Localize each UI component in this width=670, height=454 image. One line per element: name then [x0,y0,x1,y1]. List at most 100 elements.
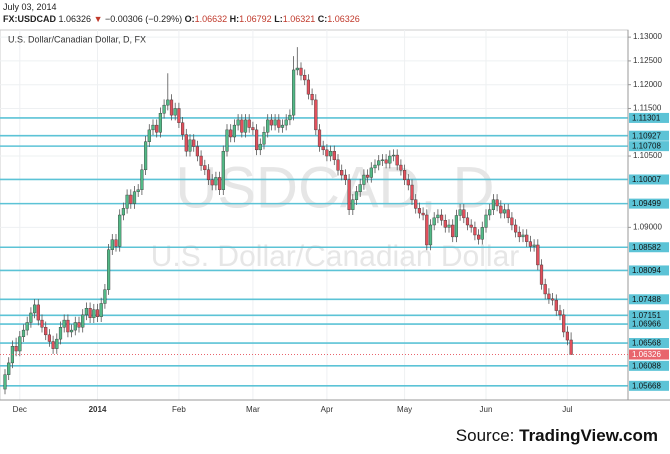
candle-body [495,199,499,207]
candle-body [303,74,307,81]
axes: 1.09000 1.10500 1.11500 1.12000 1.12500 1.130… [0,30,670,414]
candle-body [484,214,488,228]
candle-body [88,308,92,318]
candle-body [306,79,310,95]
candle-body [403,170,407,181]
candle-body [366,174,370,178]
candle-body [351,199,355,210]
level-label: 1.07151 [632,311,661,320]
chart-subtitle: U.S. Dollar/Canadian Dollar, D, FX [8,34,146,44]
level-label-box [629,310,669,321]
candle-body [262,132,266,145]
h-label: H: [229,14,240,24]
candle-body [25,322,29,331]
l-label: L: [274,14,283,24]
candle-body [195,146,199,157]
candle-body [499,205,503,214]
candle-body [62,319,66,328]
candle-body [147,129,151,142]
x-tick-label: Feb [172,405,186,414]
candle-body [273,119,277,126]
source-name: TradingView.com [519,426,658,445]
source: Source: TradingView.com [456,426,658,446]
candle-body [447,224,451,228]
source-prefix: Source: [455,426,515,445]
candle-body [203,165,207,171]
level-label-box [629,141,669,152]
candle-body [332,151,336,161]
candle-body [536,244,540,266]
candle-body [514,224,518,233]
candle-body [162,104,166,114]
candle-body [543,284,547,295]
level-label: 1.06966 [632,320,661,329]
candle-body [232,124,236,138]
candle-body [158,113,162,133]
candle-body [377,160,381,166]
candle-body [47,334,51,342]
candle-body [292,69,296,116]
plot-area [0,29,629,401]
candle-body [277,119,281,128]
candle-body [66,319,70,333]
candle-body [469,224,473,228]
candle-body [421,212,425,216]
candle-body [539,264,544,285]
level-label-box [629,112,669,123]
candle-body [55,338,59,349]
candle-body [29,312,33,323]
candle-body [417,208,421,214]
date: July 03, 2014 [3,2,57,12]
candle-body [51,341,55,349]
candle-body [225,129,229,152]
candle-body [314,99,318,131]
candle-body [506,209,510,219]
low: 1.06321 [282,14,316,24]
c-label: C: [317,14,328,24]
candle-body [473,227,477,236]
x-tick-label: Mar [246,405,260,414]
level-label-box [629,360,669,371]
close: 1.06326 [327,14,360,24]
candles [3,47,573,395]
candle-body [229,129,233,138]
candle-body [521,234,525,238]
level-label-box [629,319,669,330]
candle-body [436,214,440,219]
y-tick-label: 1.10500 [633,151,662,160]
candle-body [99,303,103,317]
candle-body [425,214,429,246]
candle-body [410,184,414,200]
candle-body [384,159,388,164]
level-label-box [629,338,669,349]
candle-body [214,177,218,186]
high: 1.06792 [239,14,272,24]
candle-body [84,308,88,316]
candle-body [562,314,566,333]
candle-body [480,227,484,240]
candle-body [192,139,196,147]
candle-body [254,129,259,151]
candle-body [33,304,37,314]
level-label: 1.10927 [632,131,661,140]
candle-body [173,108,177,116]
candle-body [336,159,340,171]
level-label-box [629,242,669,253]
candle-body [369,167,373,178]
candle-body [528,241,532,247]
candle-body [488,209,492,216]
candle-body [210,179,214,186]
x-tick-label: 2014 [89,405,107,414]
x-tick-label: May [397,405,412,414]
candle-body [92,309,96,318]
candle-body [44,327,48,336]
candle-body [236,119,240,126]
candle-body [477,234,481,240]
candle-body [3,374,7,390]
candle-body [388,155,392,164]
candle-body [121,208,125,216]
level-label-box [629,265,669,276]
o-label: O: [184,14,195,24]
